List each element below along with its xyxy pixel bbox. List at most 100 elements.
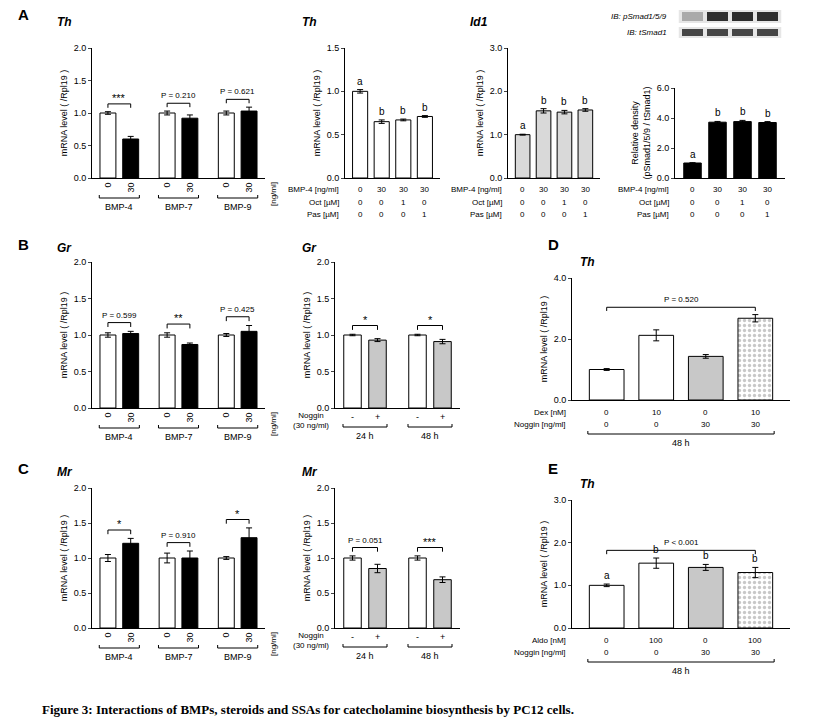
- svg-text:Pas [µM]: Pas [µM]: [307, 210, 339, 219]
- svg-text:0: 0: [520, 210, 525, 219]
- svg-text:0.5: 0.5: [317, 367, 330, 377]
- svg-text:0.5: 0.5: [74, 588, 87, 598]
- svg-text:0: 0: [520, 198, 525, 207]
- svg-text:30: 30: [399, 185, 408, 194]
- svg-text:0: 0: [690, 198, 695, 207]
- svg-text:2.0: 2.0: [74, 43, 87, 53]
- svg-text:0: 0: [379, 210, 384, 219]
- svg-text:30: 30: [126, 413, 136, 423]
- svg-text:10: 10: [652, 408, 661, 417]
- svg-text:Gr: Gr: [302, 241, 317, 255]
- svg-text:1.0: 1.0: [74, 108, 87, 118]
- svg-text:Gr: Gr: [57, 241, 72, 255]
- svg-text:0.0: 0.0: [74, 623, 87, 633]
- svg-text:0: 0: [379, 198, 384, 207]
- svg-text:Th: Th: [302, 15, 317, 29]
- svg-text:30: 30: [763, 185, 772, 194]
- svg-text:30: 30: [185, 633, 195, 643]
- svg-text:0: 0: [740, 210, 745, 219]
- svg-text:+: +: [440, 632, 445, 642]
- svg-text:Pas [µM]: Pas [µM]: [470, 210, 502, 219]
- svg-text:Th: Th: [580, 255, 595, 269]
- svg-text:100: 100: [748, 636, 762, 645]
- svg-text:b: b: [379, 106, 385, 117]
- svg-text:3.0: 3.0: [554, 495, 567, 505]
- svg-text:E: E: [548, 460, 558, 477]
- svg-text:*: *: [363, 314, 368, 326]
- svg-text:2.0: 2.0: [317, 483, 330, 493]
- svg-text:+: +: [440, 412, 445, 422]
- svg-text:1: 1: [765, 210, 770, 219]
- svg-text:1.5: 1.5: [74, 518, 87, 528]
- svg-text:Noggin [ng/ml]: Noggin [ng/ml]: [514, 420, 566, 429]
- svg-text:BMP-9: BMP-9: [224, 432, 252, 442]
- svg-text:0: 0: [541, 198, 546, 207]
- svg-text:4.0: 4.0: [554, 273, 567, 283]
- svg-text:0.0: 0.0: [74, 403, 87, 413]
- svg-text:0: 0: [604, 408, 609, 417]
- svg-text:IB: tSmad1: IB: tSmad1: [627, 28, 667, 37]
- svg-text:a: a: [520, 120, 526, 131]
- svg-text:0: 0: [604, 636, 609, 645]
- svg-text:Th: Th: [57, 15, 72, 29]
- svg-text:0: 0: [604, 420, 609, 429]
- svg-text:Oct [µM]: Oct [µM]: [639, 198, 669, 207]
- svg-text:30: 30: [420, 185, 429, 194]
- svg-text:0: 0: [221, 633, 231, 638]
- svg-text:-: -: [351, 632, 354, 642]
- svg-text:**: **: [174, 312, 183, 324]
- svg-text:b: b: [422, 102, 428, 113]
- svg-text:BMP-4 [ng/ml]: BMP-4 [ng/ml]: [451, 185, 502, 194]
- svg-text:-: -: [416, 632, 419, 642]
- svg-text:Mr: Mr: [302, 465, 318, 479]
- svg-text:4.0: 4.0: [657, 113, 670, 123]
- svg-text:30: 30: [713, 185, 722, 194]
- svg-text:0: 0: [604, 648, 609, 657]
- svg-text:1.5: 1.5: [317, 518, 330, 528]
- svg-text:1.0: 1.0: [317, 553, 330, 563]
- svg-text:mRNA level ( /Rpl19 ): mRNA level ( /Rpl19 ): [302, 292, 312, 379]
- svg-text:+: +: [375, 632, 380, 642]
- svg-text:Noggin [ng/ml]: Noggin [ng/ml]: [514, 648, 566, 657]
- svg-text:Th: Th: [580, 477, 595, 491]
- svg-text:a: a: [690, 149, 696, 160]
- svg-text:30: 30: [244, 183, 254, 193]
- svg-text:30: 30: [701, 648, 710, 657]
- svg-text:0: 0: [103, 183, 113, 188]
- svg-text:0: 0: [221, 413, 231, 418]
- svg-text:30: 30: [185, 413, 195, 423]
- svg-text:0: 0: [690, 185, 695, 194]
- svg-text:30: 30: [560, 185, 569, 194]
- svg-text:0: 0: [162, 633, 172, 638]
- svg-text:0.0: 0.0: [554, 623, 567, 633]
- svg-text:BMP-4 [ng/ml]: BMP-4 [ng/ml]: [288, 185, 339, 194]
- svg-text:1.0: 1.0: [490, 130, 503, 140]
- svg-text:BMP-4: BMP-4: [105, 652, 133, 662]
- svg-text:48 h: 48 h: [421, 651, 439, 661]
- svg-text:[ng/ml]: [ng/ml]: [269, 182, 278, 206]
- svg-text:24 h: 24 h: [356, 431, 374, 441]
- svg-text:***: ***: [112, 92, 126, 104]
- svg-text:Figure 3: Interactions of BMPs: Figure 3: Interactions of BMPs, steroids…: [42, 702, 574, 717]
- svg-text:D: D: [548, 236, 559, 253]
- svg-text:2.0: 2.0: [554, 538, 567, 548]
- svg-text:A: A: [18, 6, 29, 23]
- svg-text:30: 30: [539, 185, 548, 194]
- svg-text:b: b: [740, 106, 746, 117]
- svg-text:*: *: [235, 508, 240, 520]
- svg-text:30: 30: [244, 633, 254, 643]
- svg-text:b: b: [752, 553, 758, 564]
- svg-text:mRNA level ( /Rpl19 ): mRNA level ( /Rpl19 ): [59, 515, 69, 602]
- svg-text:0: 0: [103, 633, 113, 638]
- svg-text:0.5: 0.5: [74, 141, 87, 151]
- svg-text:30: 30: [581, 185, 590, 194]
- svg-text:0: 0: [583, 198, 588, 207]
- svg-text:mRNA level ( /Rpl19 ): mRNA level ( /Rpl19 ): [59, 292, 69, 379]
- svg-text:0: 0: [422, 198, 427, 207]
- svg-text:2.0: 2.0: [657, 143, 670, 153]
- svg-text:b: b: [715, 107, 721, 118]
- svg-text:0.0: 0.0: [74, 173, 87, 183]
- svg-text:1.0: 1.0: [317, 330, 330, 340]
- svg-text:mRNA level ( /Rpl19 ): mRNA level ( /Rpl19 ): [59, 70, 69, 157]
- svg-text:1.5: 1.5: [317, 294, 330, 304]
